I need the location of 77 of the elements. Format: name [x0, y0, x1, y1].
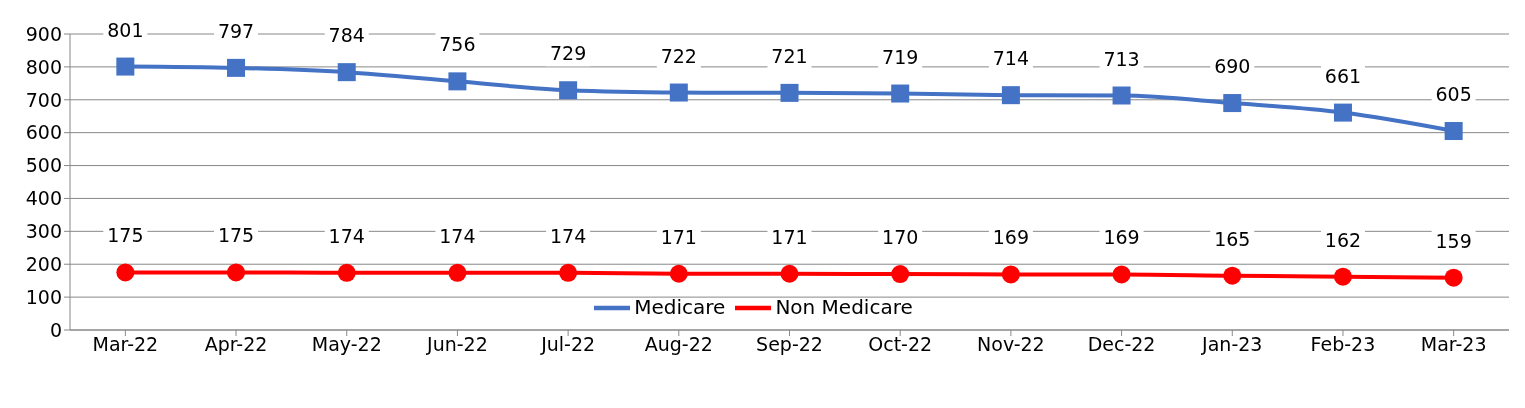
data-label: 784	[328, 24, 365, 47]
y-tick-label: 900	[25, 22, 62, 45]
point	[1333, 103, 1352, 122]
y-tick-label: 200	[25, 252, 62, 275]
point	[780, 83, 799, 102]
x-tick-label: Jan-23	[1201, 333, 1263, 356]
x-tick-label: Mar-23	[1420, 333, 1487, 356]
data-label: 729	[549, 42, 587, 65]
data-label: 159	[1435, 229, 1472, 252]
data-label: 171	[771, 225, 808, 248]
point	[1223, 266, 1242, 285]
point	[1001, 265, 1020, 284]
data-label: 756	[439, 33, 476, 56]
y-tick-label: 500	[25, 154, 62, 177]
data-label: 661	[1324, 64, 1362, 87]
point	[669, 83, 688, 102]
data-label: 713	[1103, 47, 1140, 70]
data-label: 714	[992, 47, 1030, 70]
y-tick-label: 300	[25, 220, 62, 243]
point	[116, 263, 135, 282]
x-tick-label: Nov-22	[977, 333, 1045, 356]
y-tick-label: 400	[25, 187, 62, 210]
x-tick-label: May-22	[311, 333, 382, 356]
data-label: 170	[882, 226, 919, 249]
data-label: 175	[107, 224, 144, 247]
point	[669, 264, 688, 283]
point	[337, 63, 356, 82]
data-label: 171	[660, 225, 697, 248]
data-label: 174	[549, 224, 587, 247]
x-tick-label: Mar-22	[92, 333, 159, 356]
point	[448, 72, 467, 91]
data-label: 801	[107, 18, 144, 41]
point	[891, 84, 910, 103]
data-label: 174	[328, 224, 365, 247]
data-label: 722	[660, 44, 697, 67]
data-label: 721	[771, 44, 808, 67]
point	[1444, 122, 1463, 141]
point	[1333, 267, 1352, 286]
point	[1001, 86, 1020, 105]
point	[448, 263, 467, 282]
point	[559, 263, 578, 282]
x-tick-label: Dec-22	[1087, 333, 1156, 356]
x-tick-label: Feb-23	[1310, 333, 1376, 356]
data-label: 162	[1324, 228, 1362, 251]
point	[1444, 268, 1463, 287]
point	[1112, 265, 1131, 284]
point	[1223, 94, 1242, 113]
point	[337, 263, 356, 282]
x-tick-label: Aug-22	[644, 333, 713, 356]
point	[891, 265, 910, 284]
x-tick-label: Jun-22	[426, 333, 488, 356]
x-tick-label: Apr-22	[204, 333, 268, 356]
data-label: 797	[217, 19, 255, 42]
data-label: 175	[217, 224, 255, 247]
y-tick-label: 0	[49, 318, 62, 341]
data-label: 169	[992, 226, 1030, 249]
data-label: 690	[1214, 55, 1251, 78]
data-label: 605	[1435, 83, 1472, 106]
data-label: 174	[439, 224, 476, 247]
y-tick-label: 600	[25, 121, 62, 144]
point	[227, 263, 246, 282]
point	[559, 81, 578, 100]
point	[780, 264, 799, 283]
point	[116, 57, 135, 76]
y-tick-label: 700	[25, 88, 62, 111]
data-label: 719	[882, 45, 919, 68]
legend-label: Medicare	[634, 294, 726, 319]
point	[227, 58, 246, 77]
y-tick-label: 800	[25, 55, 62, 78]
data-label: 165	[1214, 227, 1251, 250]
x-tick-label: Oct-22	[868, 333, 933, 356]
x-tick-label: Jul-22	[540, 333, 596, 356]
x-tick-label: Sep-22	[756, 333, 823, 356]
data-label: 169	[1103, 226, 1140, 249]
legend-label: Non Medicare	[775, 294, 913, 319]
y-tick-label: 100	[25, 285, 62, 308]
point	[1112, 86, 1131, 105]
